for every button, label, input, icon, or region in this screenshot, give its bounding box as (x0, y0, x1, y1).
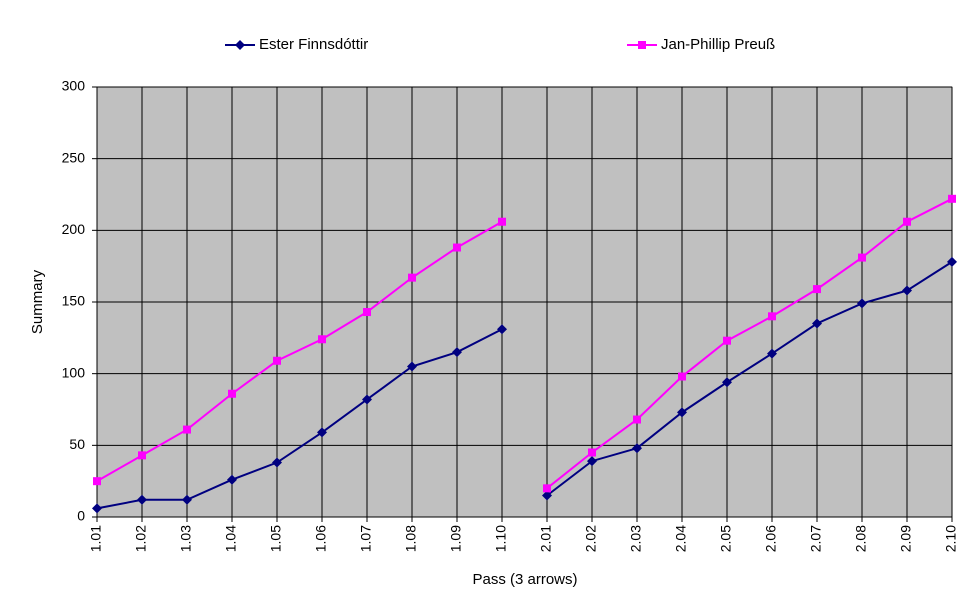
x-tick-label: 2.04 (673, 525, 689, 552)
marker (453, 243, 461, 252)
marker (272, 457, 282, 468)
y-tick-label: 100 (62, 364, 86, 380)
legend-label: Ester Finnsdóttir (259, 36, 368, 53)
marker (812, 318, 822, 329)
x-tick-label: 2.06 (763, 525, 779, 552)
marker (137, 494, 147, 505)
marker (542, 490, 552, 501)
marker (767, 348, 777, 359)
marker (363, 308, 371, 317)
marker (633, 415, 641, 424)
marker (93, 477, 101, 486)
series-line (546, 261, 953, 497)
marker (235, 40, 245, 50)
x-axis-title: Pass (3 arrows) (472, 571, 577, 588)
y-tick-label: 300 (62, 78, 86, 94)
marker (858, 253, 866, 262)
marker (497, 324, 507, 335)
x-tick-label: 2.09 (898, 525, 914, 552)
marker (183, 425, 191, 434)
marker (408, 273, 416, 282)
legend-label: Jan-Phillip Preuß (661, 36, 775, 53)
marker (228, 389, 236, 398)
series-line (96, 220, 503, 483)
marker (813, 285, 821, 294)
marker (723, 336, 731, 345)
y-axis-title: Summary (29, 269, 46, 334)
x-tick-label: 1.10 (493, 525, 509, 552)
y-tick-label: 200 (62, 221, 86, 237)
x-tick-label: 1.01 (88, 525, 104, 552)
x-tick-label: 2.03 (628, 525, 644, 552)
series-line (96, 328, 503, 510)
marker (903, 217, 911, 226)
marker (227, 474, 237, 485)
marker (587, 456, 597, 467)
y-tick-label: 150 (62, 293, 86, 309)
marker (678, 372, 686, 381)
marker (92, 503, 102, 514)
series-line (546, 197, 953, 490)
marker (407, 361, 417, 372)
x-tick-label: 1.09 (448, 525, 464, 552)
y-tick-label: 250 (62, 149, 86, 165)
y-tick-label: 0 (77, 508, 85, 524)
marker (273, 356, 281, 365)
marker (138, 451, 146, 460)
y-tick-label: 50 (69, 436, 85, 452)
marker (182, 494, 192, 505)
marker (722, 377, 732, 388)
x-tick-label: 2.07 (808, 525, 824, 552)
x-tick-label: 2.01 (538, 525, 554, 552)
marker (638, 41, 646, 49)
x-tick-label: 2.02 (583, 525, 599, 552)
x-tick-label: 1.04 (223, 525, 239, 552)
marker (902, 285, 912, 296)
marker (768, 312, 776, 321)
marker (317, 427, 327, 438)
marker (543, 484, 551, 493)
x-tick-label: 2.10 (943, 525, 959, 552)
x-tick-label: 1.05 (268, 525, 284, 552)
x-tick-label: 1.03 (178, 525, 194, 552)
marker (857, 298, 867, 309)
marker (948, 194, 956, 203)
marker (947, 256, 957, 267)
marker (362, 394, 372, 405)
marker (452, 347, 462, 358)
x-tick-label: 2.05 (718, 525, 734, 552)
marker (318, 335, 326, 344)
marker (498, 217, 506, 226)
x-tick-label: 1.06 (313, 525, 329, 552)
marker (677, 407, 687, 418)
x-tick-label: 1.02 (133, 525, 149, 552)
marker (588, 448, 596, 457)
x-tick-label: 2.08 (853, 525, 869, 552)
marker (632, 443, 642, 454)
x-tick-label: 1.07 (358, 525, 374, 552)
x-tick-label: 1.08 (403, 525, 419, 552)
